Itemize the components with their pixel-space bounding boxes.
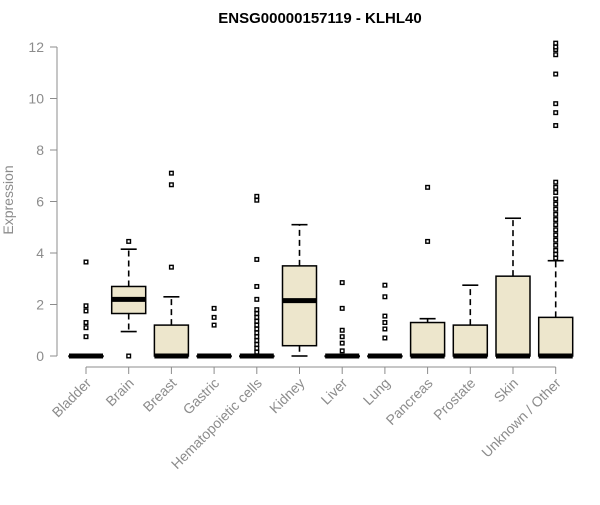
outlier-point: [553, 227, 559, 233]
outlier-point: [553, 222, 559, 228]
y-axis-title: Expression: [0, 165, 16, 234]
outlier-point: [553, 247, 559, 253]
outlier-point: [339, 340, 345, 346]
outlier-point: [339, 280, 345, 286]
y-tick-label: 8: [36, 142, 44, 158]
outlier-point: [553, 206, 559, 212]
outlier-point: [553, 184, 559, 190]
x-tick-label: Bladder: [49, 375, 95, 421]
x-tick-label: Lung: [360, 375, 393, 408]
box-body: [409, 321, 446, 357]
outlier-point: [254, 322, 260, 328]
outlier-point: [211, 314, 217, 320]
y-tick-label: 10: [28, 91, 44, 107]
outlier-point: [553, 101, 559, 107]
outlier-point: [254, 338, 260, 344]
outlier-point: [382, 313, 388, 319]
outlier-point: [168, 182, 174, 188]
outlier-point: [126, 238, 132, 244]
outlier-point: [553, 189, 559, 195]
outlier-point: [254, 334, 260, 340]
outlier-point: [425, 238, 431, 244]
outlier-point: [553, 242, 559, 248]
x-tick-label: Liver: [318, 375, 351, 408]
y-tick-label: 2: [36, 297, 44, 313]
x-tick-label: Gastric: [180, 375, 223, 418]
outlier-point: [126, 353, 132, 359]
outlier-point: [339, 334, 345, 340]
box-body: [495, 275, 531, 357]
box-body: [537, 316, 574, 357]
outlier-point: [425, 184, 431, 190]
outlier-point: [254, 326, 260, 332]
outlier-point: [553, 196, 559, 202]
box-body: [153, 324, 190, 357]
x-tick-label: Brain: [102, 375, 136, 409]
outlier-point: [553, 44, 559, 50]
outlier-point: [553, 71, 559, 77]
outlier-point: [553, 52, 559, 58]
outlier-point: [382, 320, 388, 326]
outlier-point: [553, 123, 559, 129]
box-body: [452, 324, 489, 357]
outlier-point: [254, 330, 260, 336]
chart-title: ENSG00000157119 - KLHL40: [218, 10, 421, 27]
outlier-point: [553, 211, 559, 217]
y-tick-label: 12: [28, 39, 44, 55]
x-tick-label: Kidney: [266, 375, 308, 417]
outlier-point: [553, 40, 559, 46]
outlier-point: [83, 320, 89, 326]
outlier-point: [83, 303, 89, 309]
outlier-point: [382, 335, 388, 341]
outlier-point: [553, 255, 559, 261]
y-tick-label: 0: [36, 348, 44, 364]
outlier-point: [339, 305, 345, 311]
outlier-point: [254, 256, 260, 262]
outlier-point: [382, 294, 388, 300]
outlier-point: [553, 232, 559, 238]
y-tick-label: 6: [36, 194, 44, 210]
outlier-point: [339, 348, 345, 354]
outlier-point: [553, 110, 559, 116]
outlier-point: [83, 325, 89, 331]
outlier-point: [553, 237, 559, 243]
x-tick-label: Prostate: [430, 375, 478, 423]
outlier-point: [168, 170, 174, 176]
outlier-point: [254, 311, 260, 317]
x-tick-label: Breast: [140, 375, 180, 415]
outlier-point: [254, 197, 260, 203]
outlier-point: [382, 326, 388, 332]
outlier-point: [553, 217, 559, 223]
outlier-point: [254, 318, 260, 324]
outlier-point: [254, 193, 260, 199]
outlier-point: [254, 345, 260, 351]
outlier-point: [254, 283, 260, 289]
outlier-point: [553, 201, 559, 207]
x-tick-label: Skin: [491, 375, 522, 406]
outlier-point: [254, 349, 260, 355]
y-tick-label: 4: [36, 245, 44, 261]
outlier-point: [553, 251, 559, 257]
x-tick-label: Pancreas: [383, 375, 436, 428]
outlier-point: [83, 334, 89, 340]
outlier-point: [254, 341, 260, 347]
outlier-point: [83, 308, 89, 314]
outlier-point: [254, 307, 260, 313]
outlier-point: [211, 305, 217, 311]
outlier-point: [553, 179, 559, 185]
outlier-point: [211, 322, 217, 328]
outlier-point: [254, 296, 260, 302]
outlier-point: [83, 259, 89, 265]
outlier-point: [254, 314, 260, 320]
outlier-point: [382, 282, 388, 288]
x-tick-label: Unknown / Other: [478, 375, 564, 461]
box-body: [281, 265, 318, 347]
outlier-point: [339, 327, 345, 333]
outlier-point: [168, 264, 174, 270]
